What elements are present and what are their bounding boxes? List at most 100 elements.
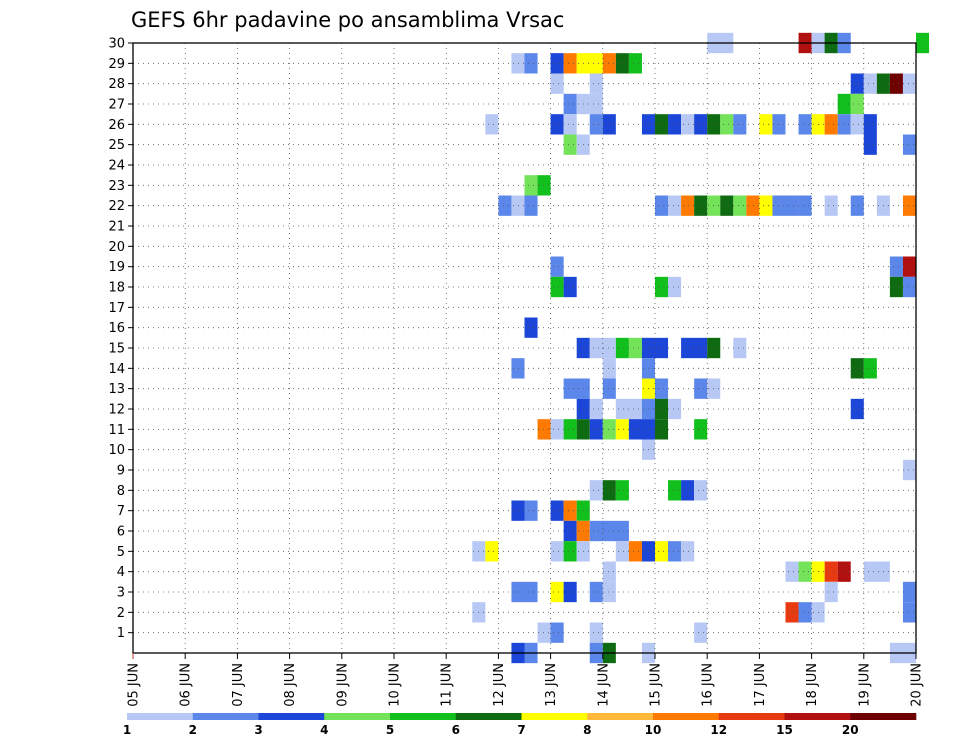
precip-cell — [563, 276, 577, 298]
precip-cell — [655, 276, 669, 298]
y-tick-label: 18 — [108, 281, 125, 296]
y-tick-label: 1 — [117, 626, 125, 641]
colorbar-label: 8 — [583, 723, 591, 737]
precip-cell — [524, 195, 538, 216]
precip-cell — [628, 541, 642, 562]
precip-cell — [668, 398, 682, 420]
precip-cell — [602, 378, 616, 399]
precip-cell — [902, 581, 916, 603]
precip-cell — [902, 602, 916, 623]
x-tick-label: 05 JUN — [127, 663, 142, 707]
precip-cell — [916, 32, 930, 54]
precip-cell — [694, 378, 708, 399]
precip-cell — [615, 337, 629, 359]
precip-cell — [889, 256, 903, 277]
x-tick-label: 16 JUN — [701, 663, 716, 707]
precip-cell — [720, 195, 734, 216]
precip-cell — [563, 378, 590, 399]
precip-cell — [837, 114, 851, 135]
y-tick-label: 21 — [108, 220, 125, 235]
precip-cell — [889, 73, 903, 94]
y-tick-label: 7 — [117, 504, 125, 519]
precip-cell — [902, 256, 916, 277]
precip-cell — [863, 134, 877, 155]
precip-cell — [850, 73, 864, 94]
y-tick-label: 28 — [108, 77, 125, 92]
colorbar-swatch — [258, 713, 325, 720]
precip-cell — [850, 93, 864, 115]
precip-cell — [902, 73, 916, 94]
precip-cell — [589, 581, 603, 603]
y-tick-label: 5 — [117, 545, 125, 560]
precip-cell — [850, 114, 864, 135]
y-tick-label: 16 — [108, 321, 125, 336]
precip-cell — [550, 500, 564, 521]
precip-cell — [655, 541, 669, 562]
precip-cell — [550, 276, 564, 298]
precip-cell — [824, 195, 838, 216]
precip-cell — [681, 541, 695, 562]
precip-cell — [902, 134, 916, 155]
precip-cell — [798, 561, 812, 582]
precip-cell — [694, 419, 708, 440]
precip-cell — [798, 602, 812, 623]
precip-cell — [694, 480, 708, 501]
precip-cell — [550, 581, 564, 603]
precip-cell — [850, 398, 864, 420]
precip-cell — [655, 114, 669, 135]
precip-cell — [889, 276, 903, 298]
precip-cell — [902, 195, 916, 216]
precip-cell — [563, 114, 577, 135]
colorbar-label: 12 — [710, 723, 727, 737]
precip-cell — [668, 114, 682, 135]
y-tick-label: 22 — [108, 199, 125, 214]
y-tick-label: 17 — [108, 301, 125, 316]
precip-cell — [537, 419, 551, 440]
precip-cell — [511, 581, 538, 603]
precip-cell — [759, 114, 773, 135]
x-tick-label: 09 JUN — [335, 663, 350, 707]
precip-cell — [511, 195, 525, 216]
precip-cell — [733, 114, 747, 135]
precip-cell — [681, 480, 695, 501]
precip-cell — [615, 419, 629, 440]
y-tick-label: 3 — [117, 586, 125, 601]
precip-cell — [733, 195, 747, 216]
y-tick-label: 15 — [108, 342, 125, 357]
x-tick-label: 10 JUN — [388, 663, 403, 707]
precip-cell — [681, 114, 695, 135]
precip-cell — [550, 53, 564, 74]
precip-cell — [498, 195, 512, 216]
precip-cell — [863, 73, 877, 94]
x-tick-label: 07 JUN — [231, 663, 246, 707]
precip-cell — [863, 358, 877, 379]
precip-cell — [550, 541, 564, 562]
colorbar-swatch — [784, 713, 851, 720]
colorbar-label: 6 — [452, 723, 460, 737]
precip-cell — [902, 459, 916, 481]
colorbar-label: 20 — [842, 723, 859, 737]
colorbar-swatch — [587, 713, 654, 720]
x-tick-label: 18 JUN — [805, 663, 820, 707]
precip-cell — [759, 195, 773, 216]
precip-cell — [668, 480, 682, 501]
precip-cell — [589, 398, 603, 420]
precip-cell — [589, 480, 603, 501]
precip-cell — [602, 358, 616, 379]
precip-cell — [550, 622, 564, 643]
colorbar-label: 5 — [386, 723, 394, 737]
colorbar-label: 10 — [645, 723, 662, 737]
y-axis-ticks: 1234567891011121314151617181920212223242… — [108, 37, 133, 641]
x-tick-label: 08 JUN — [283, 663, 298, 707]
precip-cell — [824, 114, 838, 135]
y-tick-label: 13 — [108, 382, 125, 397]
precip-cell — [485, 114, 499, 135]
colorbar-label: 1 — [123, 723, 131, 737]
y-tick-label: 4 — [117, 565, 125, 580]
precip-cell — [733, 337, 747, 359]
precip-cell — [602, 114, 616, 135]
colorbar-swatch — [718, 713, 785, 720]
colorbar-swatch — [455, 713, 522, 720]
precip-cell — [615, 541, 629, 562]
